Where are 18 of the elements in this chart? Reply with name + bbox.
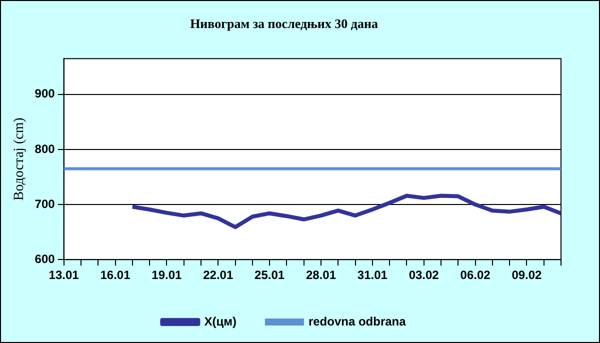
- legend-label: X(цм): [204, 314, 236, 328]
- x-tick-label: 03.02: [408, 268, 440, 282]
- x-tick-label: 09.02: [512, 268, 542, 282]
- x-tick-label: 19.01: [152, 268, 182, 282]
- y-axis-title: Водостај (cm): [12, 117, 28, 201]
- x-tick-label: 31.01: [357, 268, 388, 282]
- chart-title: Нивограм за последњих 30 дана: [190, 16, 378, 32]
- y-tick-label: 800: [34, 142, 56, 156]
- y-tick-label: 700: [34, 196, 56, 211]
- y-tick-label: 600: [34, 252, 56, 266]
- x-tick-label: 25.01: [254, 268, 285, 282]
- y-tick-label: 900: [34, 86, 56, 101]
- x-tick-label: 22.01: [203, 268, 234, 282]
- x-tick-label: 28.01: [306, 268, 336, 282]
- x-tick-label: 16.01: [100, 268, 131, 282]
- x-tick-label: 13.01: [48, 268, 80, 282]
- x-tick-label: 06.02: [460, 268, 491, 282]
- legend-label: redovna odbrana: [308, 314, 406, 328]
